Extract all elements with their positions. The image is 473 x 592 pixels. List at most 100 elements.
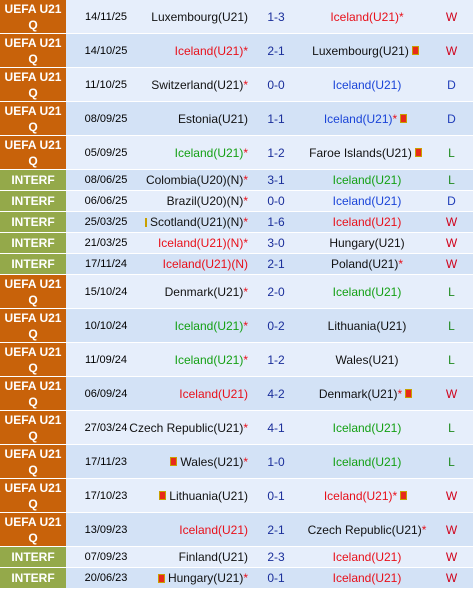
match-score[interactable]: 1-1 (248, 102, 304, 135)
match-row[interactable]: UEFA U21 Q 15/10/24 Denmark(U21) * 2-0 Icelan… (0, 275, 473, 309)
competition-label[interactable]: UEFA U21 Q (0, 309, 66, 342)
away-team[interactable]: Faroe Islands(U21) (304, 136, 430, 169)
competition-label[interactable]: UEFA U21 Q (0, 0, 66, 33)
competition-label[interactable]: INTERF (0, 191, 66, 211)
match-row[interactable]: UEFA U21 Q 14/10/25 Iceland(U21) * 2-1 Luxemb… (0, 34, 473, 68)
competition-label[interactable]: UEFA U21 Q (0, 445, 66, 478)
away-team[interactable]: Iceland(U21) * (304, 0, 430, 33)
away-team[interactable]: Iceland(U21) (304, 170, 430, 190)
home-team[interactable]: Scotland(U21)(N) * (144, 212, 248, 232)
match-score[interactable]: 2-1 (248, 513, 304, 546)
away-team[interactable]: Iceland(U21) (304, 275, 430, 308)
match-row[interactable]: UEFA U21 Q 11/09/24 Iceland(U21) * 1-2 Wales(… (0, 343, 473, 377)
home-team[interactable]: Lithuania(U21) (146, 479, 248, 512)
match-row[interactable]: UEFA U21 Q 05/09/25 Iceland(U21) * 1-2 Faroe … (0, 136, 473, 170)
match-row[interactable]: INTERF 20/06/23 Hungary(U21) * 0-1 Iceland(U2… (0, 568, 473, 589)
match-row[interactable]: INTERF 25/03/25 Scotland(U21)(N) * 1-6 Icelan… (0, 212, 473, 233)
home-team[interactable]: Iceland(U21) * (146, 309, 248, 342)
match-row[interactable]: UEFA U21 Q 06/09/24 Iceland(U21) 4-2 Denmark… (0, 377, 473, 411)
away-team[interactable]: Iceland(U21) (304, 68, 430, 101)
match-score[interactable]: 2-1 (248, 254, 304, 274)
match-row[interactable]: INTERF 17/11/24 Iceland(U21)(N) 2-1 Poland(U… (0, 254, 473, 275)
away-team[interactable]: Denmark(U21) * (304, 377, 430, 410)
away-team[interactable]: Iceland(U21) (304, 568, 430, 588)
match-score[interactable]: 0-0 (248, 68, 304, 101)
away-team[interactable]: Luxembourg(U21) (304, 34, 430, 67)
match-row[interactable]: UEFA U21 Q 11/10/25 Switzerland(U21) * 0-0 Ic… (0, 68, 473, 102)
competition-label[interactable]: UEFA U21 Q (0, 411, 66, 444)
competition-label[interactable]: UEFA U21 Q (0, 479, 66, 512)
match-score[interactable]: 1-0 (248, 445, 304, 478)
home-team[interactable]: Wales(U21) * (146, 445, 248, 478)
match-row[interactable]: UEFA U21 Q 27/03/24 Czech Republic(U21) * 4-… (0, 411, 473, 445)
home-team[interactable]: Luxembourg(U21) (146, 0, 248, 33)
home-team[interactable]: Iceland(U21) * (146, 136, 248, 169)
competition-label[interactable]: INTERF (0, 568, 66, 588)
home-team[interactable]: Iceland(U21) * (146, 34, 248, 67)
home-team[interactable]: Hungary(U21) * (146, 568, 248, 588)
away-team[interactable]: Lithuania(U21) (304, 309, 430, 342)
match-score[interactable]: 2-3 (248, 547, 304, 567)
away-team[interactable]: Iceland(U21) (304, 212, 430, 232)
match-score[interactable]: 3-1 (248, 170, 304, 190)
match-row[interactable]: UEFA U21 Q 13/09/23 Iceland(U21) 2-1 Czech R… (0, 513, 473, 547)
competition-label[interactable]: UEFA U21 Q (0, 343, 66, 376)
match-row[interactable]: UEFA U21 Q 08/09/25 Estonia(U21) 1-1 Iceland… (0, 102, 473, 136)
match-score[interactable]: 1-2 (248, 343, 304, 376)
competition-label[interactable]: UEFA U21 Q (0, 275, 66, 308)
home-team[interactable]: Colombia(U20)(N) * (146, 170, 248, 190)
match-row[interactable]: INTERF 07/09/23 Finland(U21) 2-3 Iceland(U21… (0, 547, 473, 568)
match-row[interactable]: INTERF 06/06/25 Brazil(U20)(N) * 0-0 Iceland(… (0, 191, 473, 212)
away-team[interactable]: Czech Republic(U21) * (304, 513, 430, 546)
competition-label[interactable]: UEFA U21 Q (0, 136, 66, 169)
home-team[interactable]: Iceland(U21) * (146, 343, 248, 376)
away-team[interactable]: Iceland(U21) * (304, 102, 430, 135)
competition-label[interactable]: UEFA U21 Q (0, 513, 66, 546)
match-score[interactable]: 1-3 (248, 0, 304, 33)
away-team[interactable]: Iceland(U21) (304, 445, 430, 478)
competition-label[interactable]: UEFA U21 Q (0, 68, 66, 101)
match-row[interactable]: INTERF 08/06/25 Colombia(U20)(N) * 3-1 Icelan… (0, 170, 473, 191)
competition-label[interactable]: INTERF (0, 254, 66, 274)
match-score[interactable]: 3-0 (248, 233, 304, 253)
away-team[interactable]: Wales(U21) (304, 343, 430, 376)
away-team[interactable]: Iceland(U21) (304, 191, 430, 211)
match-score[interactable]: 2-0 (248, 275, 304, 308)
match-score[interactable]: 4-2 (248, 377, 304, 410)
competition-label[interactable]: INTERF (0, 170, 66, 190)
home-team[interactable]: Czech Republic(U21) * (129, 411, 248, 444)
away-team[interactable]: Poland(U21) * (304, 254, 430, 274)
competition-label[interactable]: UEFA U21 Q (0, 34, 66, 67)
competition-label[interactable]: INTERF (0, 212, 66, 232)
competition-label[interactable]: INTERF (0, 547, 66, 567)
home-team[interactable]: Iceland(U21) (146, 377, 248, 410)
match-score[interactable]: 0-2 (248, 309, 304, 342)
competition-label[interactable]: UEFA U21 Q (0, 102, 66, 135)
away-team[interactable]: Iceland(U21) (304, 411, 430, 444)
match-score[interactable]: 1-6 (248, 212, 304, 232)
away-team[interactable]: Iceland(U21) * (304, 479, 430, 512)
home-team[interactable]: Brazil(U20)(N) * (146, 191, 248, 211)
home-team[interactable]: Switzerland(U21) * (146, 68, 248, 101)
home-team[interactable]: Finland(U21) (146, 547, 248, 567)
match-score[interactable]: 4-1 (248, 411, 304, 444)
home-team[interactable]: Iceland(U21)(N) * (146, 233, 248, 253)
match-score[interactable]: 0-0 (248, 191, 304, 211)
match-score[interactable]: 0-1 (248, 479, 304, 512)
match-row[interactable]: UEFA U21 Q 14/11/25 Luxembourg(U21) 1-3 Icel… (0, 0, 473, 34)
home-team[interactable]: Denmark(U21) * (146, 275, 248, 308)
home-team[interactable]: Estonia(U21) (146, 102, 248, 135)
match-score[interactable]: 0-1 (248, 568, 304, 588)
home-team[interactable]: Iceland(U21) (146, 513, 248, 546)
match-score[interactable]: 2-1 (248, 34, 304, 67)
away-team[interactable]: Iceland(U21) (304, 547, 430, 567)
competition-label[interactable]: UEFA U21 Q (0, 377, 66, 410)
home-team[interactable]: Iceland(U21)(N) (146, 254, 248, 274)
match-row[interactable]: INTERF 21/03/25 Iceland(U21)(N) * 3-0 Hungary… (0, 233, 473, 254)
away-team[interactable]: Hungary(U21) (304, 233, 430, 253)
competition-label[interactable]: INTERF (0, 233, 66, 253)
match-score[interactable]: 1-2 (248, 136, 304, 169)
match-row[interactable]: UEFA U21 Q 10/10/24 Iceland(U21) * 0-2 Lithua… (0, 309, 473, 343)
match-row[interactable]: UEFA U21 Q 17/11/23 Wales(U21) * 1-0 Iceland(… (0, 445, 473, 479)
match-row[interactable]: UEFA U21 Q 17/10/23 Lithuania(U21) 0-1 Icela… (0, 479, 473, 513)
